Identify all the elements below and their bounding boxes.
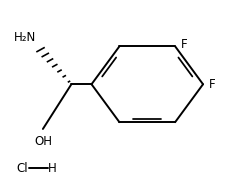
- Text: F: F: [209, 78, 216, 91]
- Text: Cl: Cl: [17, 162, 28, 175]
- Text: H: H: [48, 162, 57, 175]
- Text: F: F: [181, 38, 188, 51]
- Text: OH: OH: [34, 135, 52, 148]
- Text: H₂N: H₂N: [13, 31, 36, 44]
